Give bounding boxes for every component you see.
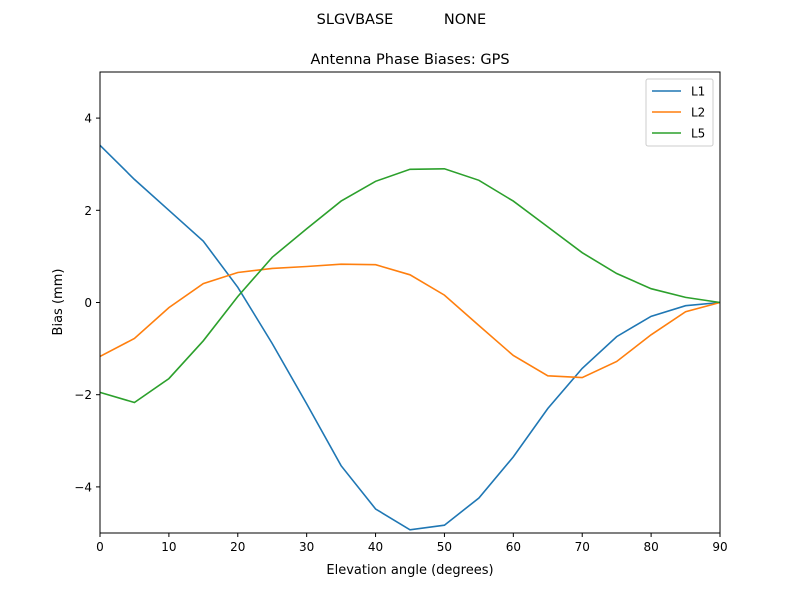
x-tick-label: 70 xyxy=(575,540,590,554)
legend-label-l1: L1 xyxy=(691,85,705,99)
y-tick-label: −4 xyxy=(74,480,92,494)
x-tick-label: 80 xyxy=(643,540,658,554)
legend-label-l2: L2 xyxy=(691,106,705,120)
series-line-l1 xyxy=(99,144,721,531)
x-tick-label: 60 xyxy=(506,540,521,554)
x-tick-label: 30 xyxy=(299,540,314,554)
series-line-l5 xyxy=(99,167,721,404)
y-tick-label: 0 xyxy=(84,296,92,310)
x-tick-label: 10 xyxy=(161,540,176,554)
x-tick-label: 50 xyxy=(437,540,452,554)
y-axis-label: Bias (mm) xyxy=(51,269,66,336)
x-tick-label: 40 xyxy=(368,540,383,554)
y-tick-label: 4 xyxy=(84,112,92,126)
x-axis-label: Elevation angle (degrees) xyxy=(326,563,493,578)
legend: L1 L2 L5 xyxy=(645,78,714,147)
plot-frame xyxy=(99,71,721,534)
x-tick-label: 0 xyxy=(96,540,104,554)
legend-label-l5: L5 xyxy=(691,127,705,141)
y-tick-label: −2 xyxy=(74,388,92,402)
chart-title: Antenna Phase Biases: GPS xyxy=(310,52,509,68)
suptitle-left: SLGVBASE xyxy=(317,12,394,28)
x-tick-label: 20 xyxy=(230,540,245,554)
y-tick-label: 2 xyxy=(84,204,92,218)
x-tick-label: 90 xyxy=(712,540,727,554)
series-line-l2 xyxy=(99,263,721,379)
suptitle-right: NONE xyxy=(444,12,486,28)
